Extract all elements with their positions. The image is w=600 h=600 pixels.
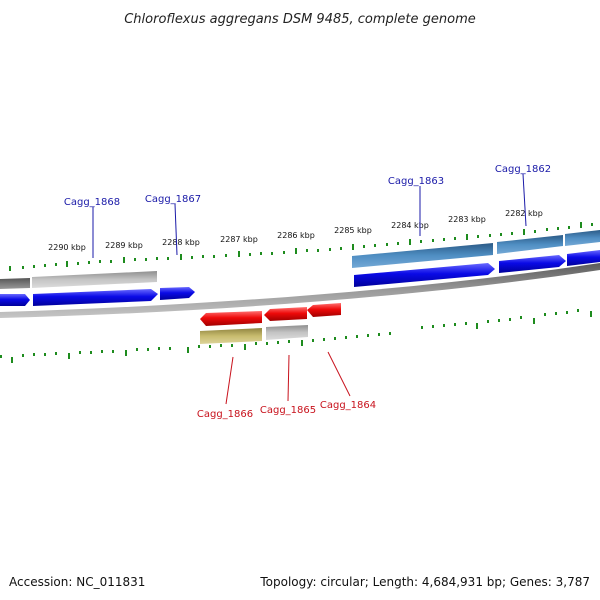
tick-label-2284: 2284 kbp xyxy=(391,221,429,230)
leader-lines xyxy=(92,173,527,405)
accession-text: Accession: NC_011831 xyxy=(9,575,145,589)
leader-cagg1862 xyxy=(522,173,527,227)
tick-label-2286: 2286 kbp xyxy=(277,231,315,240)
cds-arrow-left-edge[interactable] xyxy=(0,294,30,306)
gene-labels: Cagg_1868 Cagg_1867 Cagg_1863 Cagg_1862 … xyxy=(64,164,551,420)
leader-cagg1866 xyxy=(225,356,234,405)
feature-edge-segment[interactable] xyxy=(565,230,600,246)
feature-cagg1862-segment[interactable] xyxy=(497,235,563,254)
gene-label-cagg1866[interactable]: Cagg_1866 xyxy=(197,409,253,420)
cds-arrow-cagg1862[interactable] xyxy=(499,255,566,273)
genome-backbone xyxy=(0,263,600,318)
gene-label-cagg1865[interactable]: Cagg_1865 xyxy=(260,405,316,416)
cds-arrow-right-edge[interactable] xyxy=(567,250,600,266)
forward-cds-track xyxy=(0,250,600,306)
kbp-labels: 2290 kbp 2289 kbp 2288 kbp 2287 kbp 2286… xyxy=(48,209,543,252)
tick-label-2285: 2285 kbp xyxy=(334,226,372,235)
feature-pseudo-reverse-segment[interactable] xyxy=(266,325,308,340)
tick-label-2288: 2288 kbp xyxy=(162,238,200,247)
reverse-feature-track xyxy=(200,325,308,344)
feature-cagg1863-segment[interactable] xyxy=(352,243,493,268)
gene-feature-track xyxy=(0,230,600,289)
gene-label-cagg1863[interactable]: Cagg_1863 xyxy=(388,176,444,187)
inner-ruler xyxy=(0,309,592,363)
feature-dark-segment[interactable] xyxy=(0,278,30,289)
cds-arrow-cagg1868[interactable] xyxy=(33,289,158,306)
tick-label-2289: 2289 kbp xyxy=(105,241,143,250)
leader-cagg1865 xyxy=(287,354,290,402)
tick-label-2290: 2290 kbp xyxy=(48,243,86,252)
tick-label-2282: 2282 kbp xyxy=(505,209,543,218)
feature-rna-segment[interactable] xyxy=(200,328,262,344)
gene-label-cagg1862[interactable]: Cagg_1862 xyxy=(495,164,551,175)
gene-label-cagg1867[interactable]: Cagg_1867 xyxy=(145,194,201,205)
outer-ruler xyxy=(9,222,593,271)
cds-arrow-cagg1863[interactable] xyxy=(354,263,495,287)
cds-arrow-cagg1865[interactable] xyxy=(264,307,307,321)
tick-label-2283: 2283 kbp xyxy=(448,215,486,224)
feature-pseudo-segment[interactable] xyxy=(32,271,157,288)
genome-title: Chloroflexus aggregans DSM 9485, complet… xyxy=(124,12,476,27)
reverse-cds-track xyxy=(200,303,341,326)
leader-cagg1864 xyxy=(327,351,351,397)
cds-arrow-cagg1864[interactable] xyxy=(307,303,341,317)
tick-label-2287: 2287 kbp xyxy=(220,235,258,244)
gene-label-cagg1868[interactable]: Cagg_1868 xyxy=(64,197,120,208)
cds-arrow-cagg1867[interactable] xyxy=(160,287,195,300)
gene-label-cagg1864[interactable]: Cagg_1864 xyxy=(320,400,376,411)
cds-arrow-cagg1866[interactable] xyxy=(200,311,262,326)
leader-cagg1867 xyxy=(174,203,178,256)
genome-stats-text: Topology: circular; Length: 4,684,931 bp… xyxy=(259,575,590,589)
